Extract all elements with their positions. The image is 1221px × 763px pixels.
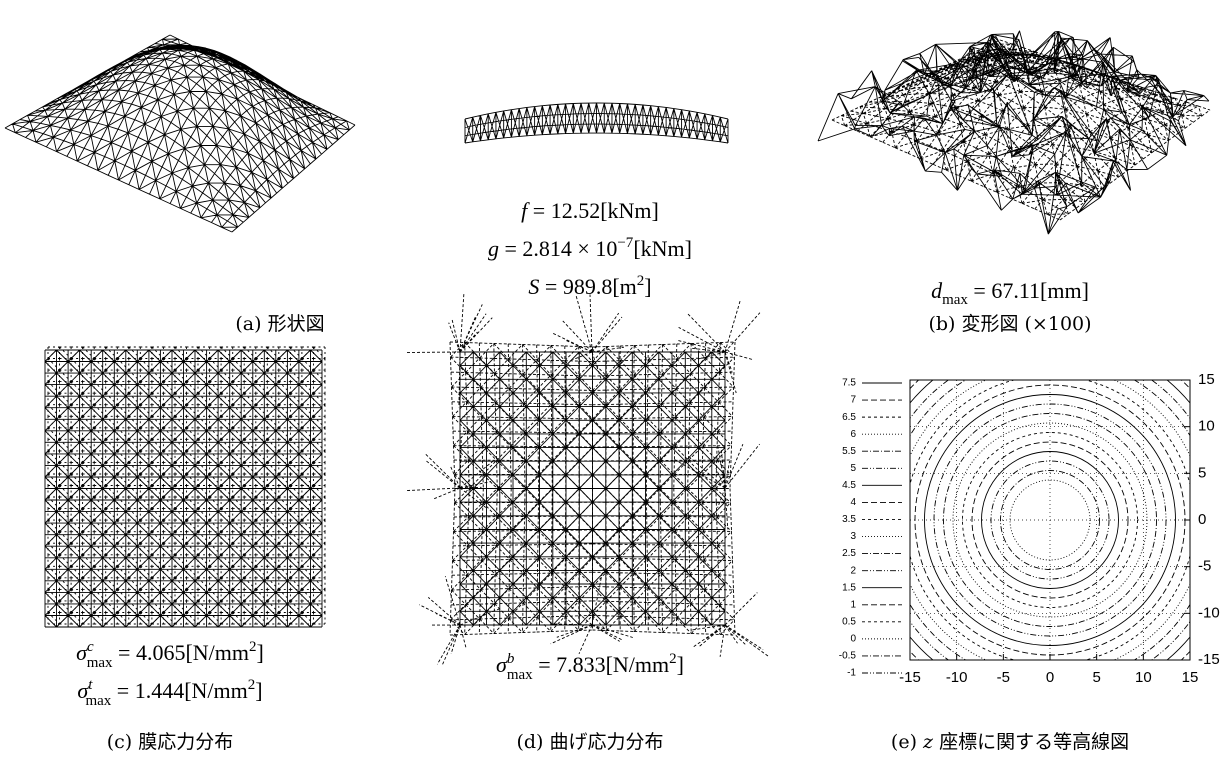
formula: S = 989.8[m2] — [528, 273, 651, 299]
y-tick-label: 10 — [1198, 418, 1215, 435]
legend-label: -0.5 — [839, 651, 857, 662]
legend-label: 5.5 — [842, 446, 856, 457]
legend-label: 0 — [850, 634, 856, 645]
contour-line — [811, 281, 1221, 760]
mesh-drawings — [5, 31, 1210, 665]
contour-line — [868, 338, 1221, 703]
legend-label: 4 — [850, 497, 856, 508]
formula-part: g — [488, 236, 499, 261]
mesh — [465, 103, 728, 143]
x-tick-label: -5 — [997, 669, 1010, 686]
x-tick-label: 0 — [1046, 669, 1054, 686]
formula-part: = 1.444[N/mm — [111, 678, 247, 703]
formula-part: = 7.833[N/mm — [533, 652, 669, 677]
x-tick-label: 10 — [1135, 669, 1152, 686]
caption: (e) z 座標に関する等高線図 — [891, 731, 1129, 753]
formula-part: t — [88, 677, 93, 693]
contour-line — [820, 290, 1221, 750]
contour-line — [877, 347, 1221, 693]
y-tick-label: 0 — [1198, 511, 1206, 528]
legend-label: 4.5 — [842, 480, 856, 491]
formula-part: 2 — [669, 651, 677, 667]
formula: dmax = 67.11[mm] — [931, 278, 1089, 308]
legend-label: 2 — [850, 565, 856, 576]
formula: g = 2.814 × 10−7[kNm] — [488, 235, 692, 261]
caption: (c) 膜応力分布 — [107, 731, 234, 753]
contours — [792, 262, 1221, 763]
caption: (d) 曲げ応力分布 — [516, 731, 663, 753]
y-tick-label: -5 — [1198, 558, 1211, 575]
formula-part: max — [87, 655, 113, 671]
legend-label: 1.5 — [842, 582, 856, 593]
legend-label: 7.5 — [842, 378, 856, 389]
contour-line — [801, 271, 1221, 763]
x-tick-label: -10 — [946, 669, 968, 686]
legend-label: 5 — [850, 463, 856, 474]
mesh — [45, 350, 322, 627]
formula-part: max — [942, 292, 968, 308]
legend-label: 6.5 — [842, 412, 856, 423]
formula-part: ] — [257, 640, 264, 665]
x-tick-label: 15 — [1182, 669, 1199, 686]
figure: f = 12.52[kNm] g = 2.814 × 10−7[kNm] S = 9… — [0, 0, 1221, 763]
x-tick-label: -15 — [899, 669, 921, 686]
mesh — [5, 35, 355, 232]
y-tick-label: -15 — [1198, 651, 1220, 668]
mesh — [48, 347, 325, 624]
y-tick-label: -10 — [1198, 604, 1220, 621]
caption: (b) 変形図 (×100) — [928, 313, 1091, 335]
formula-part: [kNm] — [633, 236, 692, 261]
formula-part: = 12.52[kNm] — [527, 198, 659, 223]
formula-part: 2 — [249, 639, 257, 655]
formula-part: ] — [677, 652, 684, 677]
formula-part: = 4.065[N/mm — [113, 640, 249, 665]
caption-part: 座標に関する等高線図 — [933, 731, 1129, 753]
formula-part: c — [87, 639, 94, 655]
formula-part: = 989.8[m — [539, 274, 636, 299]
mesh — [818, 31, 1209, 234]
y-tick-label: 5 — [1198, 464, 1206, 481]
formula-part: max — [85, 693, 111, 709]
legend-label: -1 — [847, 668, 856, 679]
formula-part: ] — [644, 274, 651, 299]
x-tick-label: 5 — [1092, 669, 1100, 686]
legend-label: 6 — [850, 429, 856, 440]
caption: (a) 形状図 — [235, 313, 324, 335]
formula-part: S — [528, 274, 539, 299]
legend-label: 3 — [850, 531, 856, 542]
legend-label: 2.5 — [842, 548, 856, 559]
formula-part: −7 — [617, 235, 633, 251]
formula-part: = 2.814 × 10 — [499, 236, 617, 261]
formula-part: 2 — [248, 677, 256, 693]
legend-label: 1 — [850, 599, 856, 610]
formula-part: ] — [255, 678, 262, 703]
legend-label: 3.5 — [842, 514, 856, 525]
formula-part: 2 — [637, 273, 645, 289]
formula: f = 12.52[kNm] — [521, 198, 659, 223]
formula-part: = 67.11[mm] — [968, 278, 1089, 303]
caption-part: (e) — [891, 731, 923, 753]
legend-label: 0.5 — [842, 616, 856, 627]
formula-part: b — [507, 651, 515, 667]
formula-part: max — [507, 667, 533, 683]
legend-label: 7 — [850, 395, 856, 406]
y-tick-label: 15 — [1198, 371, 1215, 388]
